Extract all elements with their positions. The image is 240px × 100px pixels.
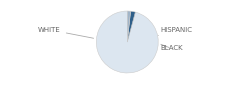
Wedge shape xyxy=(96,11,158,73)
Wedge shape xyxy=(127,11,135,42)
Wedge shape xyxy=(127,11,131,42)
Text: HISPANIC: HISPANIC xyxy=(158,27,192,36)
Text: BLACK: BLACK xyxy=(160,44,183,52)
Text: WHITE: WHITE xyxy=(38,27,94,38)
